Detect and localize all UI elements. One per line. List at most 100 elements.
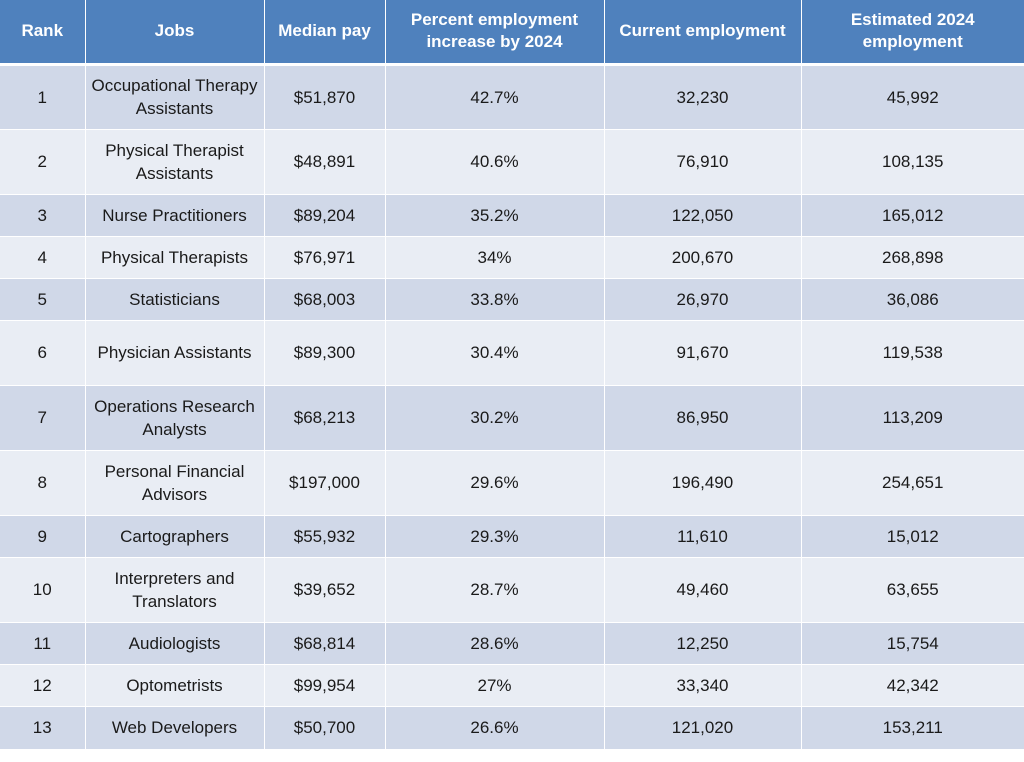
cell-estimated: 15,012 xyxy=(801,515,1024,558)
cell-rank: 3 xyxy=(0,194,86,237)
table-row: 9 Cartographers $55,932 29.3% 11,610 15,… xyxy=(0,515,1024,558)
cell-percent: 27% xyxy=(385,664,605,707)
table-row: 6 Physician Assistants $89,300 30.4% 91,… xyxy=(0,320,1024,386)
table-body: 1 Occupational Therapy Assistants $51,87… xyxy=(0,64,1024,750)
cell-estimated: 63,655 xyxy=(801,557,1024,623)
cell-percent: 29.3% xyxy=(385,515,605,558)
cell-pay: $89,300 xyxy=(264,320,386,386)
cell-pay: $89,204 xyxy=(264,194,386,237)
cell-estimated: 268,898 xyxy=(801,236,1024,279)
cell-rank: 1 xyxy=(0,64,86,130)
cell-estimated: 165,012 xyxy=(801,194,1024,237)
cell-rank: 13 xyxy=(0,706,86,750)
cell-estimated: 45,992 xyxy=(801,64,1024,130)
cell-rank: 11 xyxy=(0,622,86,665)
cell-estimated: 254,651 xyxy=(801,450,1024,516)
header-row: Rank Jobs Median pay Percent employment … xyxy=(0,0,1024,66)
cell-percent: 28.6% xyxy=(385,622,605,665)
cell-current: 12,250 xyxy=(604,622,802,665)
cell-pay: $48,891 xyxy=(264,129,386,195)
cell-job: Web Developers xyxy=(85,706,265,750)
cell-job: Occupational Therapy Assistants xyxy=(85,64,265,130)
header-jobs: Jobs xyxy=(85,0,265,66)
cell-rank: 4 xyxy=(0,236,86,279)
table-header: Rank Jobs Median pay Percent employment … xyxy=(0,0,1024,66)
cell-percent: 29.6% xyxy=(385,450,605,516)
cell-job: Interpreters and Translators xyxy=(85,557,265,623)
cell-percent: 34% xyxy=(385,236,605,279)
cell-pay: $76,971 xyxy=(264,236,386,279)
cell-job: Personal Financial Advisors xyxy=(85,450,265,516)
table-row: 1 Occupational Therapy Assistants $51,87… xyxy=(0,64,1024,130)
cell-current: 122,050 xyxy=(604,194,802,237)
cell-job: Physical Therapists xyxy=(85,236,265,279)
header-percent-increase: Percent employment increase by 2024 xyxy=(385,0,605,66)
cell-pay: $68,003 xyxy=(264,278,386,321)
header-rank: Rank xyxy=(0,0,86,66)
cell-estimated: 42,342 xyxy=(801,664,1024,707)
cell-current: 26,970 xyxy=(604,278,802,321)
cell-job: Nurse Practitioners xyxy=(85,194,265,237)
cell-job: Statisticians xyxy=(85,278,265,321)
cell-pay: $197,000 xyxy=(264,450,386,516)
cell-percent: 35.2% xyxy=(385,194,605,237)
cell-percent: 28.7% xyxy=(385,557,605,623)
cell-job: Audiologists xyxy=(85,622,265,665)
cell-current: 91,670 xyxy=(604,320,802,386)
cell-estimated: 153,211 xyxy=(801,706,1024,750)
cell-current: 86,950 xyxy=(604,385,802,451)
cell-current: 200,670 xyxy=(604,236,802,279)
cell-pay: $99,954 xyxy=(264,664,386,707)
table-row: 4 Physical Therapists $76,971 34% 200,67… xyxy=(0,236,1024,279)
cell-estimated: 119,538 xyxy=(801,320,1024,386)
cell-pay: $68,814 xyxy=(264,622,386,665)
cell-current: 196,490 xyxy=(604,450,802,516)
table-row: 8 Personal Financial Advisors $197,000 2… xyxy=(0,450,1024,516)
cell-current: 11,610 xyxy=(604,515,802,558)
cell-pay: $55,932 xyxy=(264,515,386,558)
cell-rank: 7 xyxy=(0,385,86,451)
cell-current: 121,020 xyxy=(604,706,802,750)
cell-pay: $50,700 xyxy=(264,706,386,750)
cell-percent: 40.6% xyxy=(385,129,605,195)
cell-rank: 12 xyxy=(0,664,86,707)
cell-pay: $39,652 xyxy=(264,557,386,623)
cell-current: 76,910 xyxy=(604,129,802,195)
cell-percent: 42.7% xyxy=(385,64,605,130)
cell-job: Operations Research Analysts xyxy=(85,385,265,451)
header-current-employment: Current employment xyxy=(604,0,802,66)
cell-percent: 30.2% xyxy=(385,385,605,451)
cell-current: 49,460 xyxy=(604,557,802,623)
cell-percent: 26.6% xyxy=(385,706,605,750)
cell-rank: 9 xyxy=(0,515,86,558)
cell-estimated: 36,086 xyxy=(801,278,1024,321)
cell-job: Cartographers xyxy=(85,515,265,558)
table-row: 5 Statisticians $68,003 33.8% 26,970 36,… xyxy=(0,278,1024,321)
cell-estimated: 108,135 xyxy=(801,129,1024,195)
cell-current: 32,230 xyxy=(604,64,802,130)
cell-job: Physician Assistants xyxy=(85,320,265,386)
cell-estimated: 15,754 xyxy=(801,622,1024,665)
cell-estimated: 113,209 xyxy=(801,385,1024,451)
table-row: 10 Interpreters and Translators $39,652 … xyxy=(0,557,1024,623)
header-estimated-employment: Estimated 2024 employment xyxy=(801,0,1024,66)
cell-rank: 8 xyxy=(0,450,86,516)
header-median-pay: Median pay xyxy=(264,0,386,66)
cell-current: 33,340 xyxy=(604,664,802,707)
table-row: 11 Audiologists $68,814 28.6% 12,250 15,… xyxy=(0,622,1024,665)
cell-job: Physical Therapist Assistants xyxy=(85,129,265,195)
cell-rank: 2 xyxy=(0,129,86,195)
table-row: 7 Operations Research Analysts $68,213 3… xyxy=(0,385,1024,451)
table-row: 12 Optometrists $99,954 27% 33,340 42,34… xyxy=(0,664,1024,707)
cell-job: Optometrists xyxy=(85,664,265,707)
table-row: 3 Nurse Practitioners $89,204 35.2% 122,… xyxy=(0,194,1024,237)
cell-rank: 6 xyxy=(0,320,86,386)
cell-pay: $68,213 xyxy=(264,385,386,451)
table-row: 13 Web Developers $50,700 26.6% 121,020 … xyxy=(0,706,1024,750)
cell-pay: $51,870 xyxy=(264,64,386,130)
cell-rank: 5 xyxy=(0,278,86,321)
cell-percent: 30.4% xyxy=(385,320,605,386)
cell-rank: 10 xyxy=(0,557,86,623)
table-row: 2 Physical Therapist Assistants $48,891 … xyxy=(0,129,1024,195)
